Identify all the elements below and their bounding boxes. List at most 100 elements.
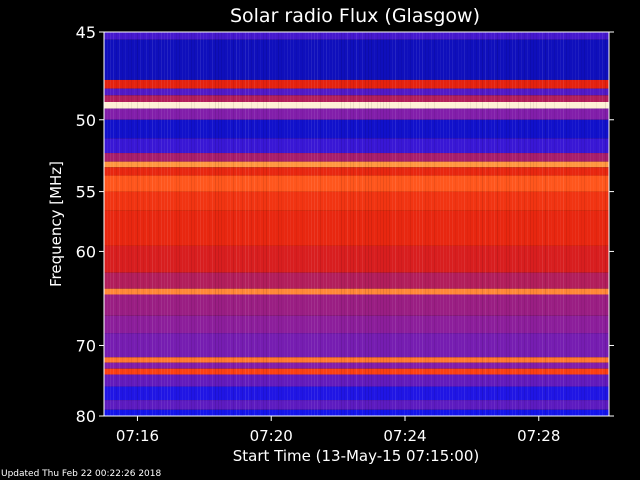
streak bbox=[329, 32, 330, 416]
streak bbox=[482, 32, 483, 416]
streak bbox=[116, 32, 117, 416]
streak bbox=[254, 32, 255, 416]
streak bbox=[140, 32, 141, 416]
streak bbox=[263, 32, 264, 416]
streak bbox=[110, 32, 111, 416]
intensity-band bbox=[104, 272, 609, 289]
streak bbox=[332, 32, 333, 416]
intensity-band bbox=[104, 39, 609, 80]
streak bbox=[407, 32, 408, 416]
streak bbox=[425, 32, 426, 416]
streak bbox=[365, 32, 366, 416]
streak bbox=[209, 32, 210, 416]
streak bbox=[338, 32, 339, 416]
streak bbox=[188, 32, 189, 416]
streak bbox=[356, 32, 357, 416]
streak bbox=[128, 32, 129, 416]
streak bbox=[227, 32, 228, 416]
streak bbox=[203, 32, 204, 416]
streak bbox=[233, 32, 234, 416]
intensity-band bbox=[104, 95, 609, 102]
vertical-streaks bbox=[104, 32, 606, 416]
x-axis-label: Start Time (13-May-15 07:15:00) bbox=[233, 447, 479, 465]
streak bbox=[542, 32, 543, 416]
streak bbox=[485, 32, 486, 416]
intensity-band bbox=[104, 79, 609, 89]
streak bbox=[473, 32, 474, 416]
streak bbox=[173, 32, 174, 416]
streak bbox=[569, 32, 570, 416]
y-tick-label: 80 bbox=[76, 407, 96, 426]
streak bbox=[176, 32, 177, 416]
streak bbox=[359, 32, 360, 416]
streak bbox=[113, 32, 114, 416]
streak bbox=[557, 32, 558, 416]
y-tick-label: 55 bbox=[76, 183, 96, 202]
streak bbox=[455, 32, 456, 416]
streak bbox=[566, 32, 567, 416]
streak bbox=[197, 32, 198, 416]
streak bbox=[386, 32, 387, 416]
y-tick-label: 45 bbox=[76, 23, 96, 42]
streak bbox=[107, 32, 108, 416]
streak bbox=[281, 32, 282, 416]
intensity-band bbox=[104, 88, 609, 96]
streak bbox=[323, 32, 324, 416]
streak bbox=[431, 32, 432, 416]
streak bbox=[512, 32, 513, 416]
streak bbox=[464, 32, 465, 416]
streak bbox=[440, 32, 441, 416]
streak bbox=[146, 32, 147, 416]
streak bbox=[200, 32, 201, 416]
streak bbox=[290, 32, 291, 416]
streak bbox=[218, 32, 219, 416]
intensity-band bbox=[104, 32, 609, 40]
streak bbox=[395, 32, 396, 416]
streak bbox=[458, 32, 459, 416]
streak bbox=[437, 32, 438, 416]
streak bbox=[155, 32, 156, 416]
y-tick-label: 50 bbox=[76, 111, 96, 130]
streak bbox=[164, 32, 165, 416]
streak bbox=[185, 32, 186, 416]
streak bbox=[152, 32, 153, 416]
y-tick-label: 70 bbox=[76, 336, 96, 355]
chart-title: Solar radio Flux (Glasgow) bbox=[230, 5, 480, 27]
streak bbox=[275, 32, 276, 416]
intensity-band bbox=[104, 138, 609, 154]
streak bbox=[161, 32, 162, 416]
streak bbox=[353, 32, 354, 416]
streak bbox=[554, 32, 555, 416]
streak bbox=[191, 32, 192, 416]
streak bbox=[413, 32, 414, 416]
streak bbox=[314, 32, 315, 416]
streak bbox=[287, 32, 288, 416]
streak bbox=[137, 32, 138, 416]
streak bbox=[377, 32, 378, 416]
streak bbox=[416, 32, 417, 416]
streak bbox=[350, 32, 351, 416]
plot-area bbox=[104, 32, 609, 416]
streak bbox=[575, 32, 576, 416]
streak bbox=[539, 32, 540, 416]
intensity-band bbox=[104, 153, 609, 162]
streak bbox=[443, 32, 444, 416]
intensity-band bbox=[104, 374, 609, 387]
intensity-band bbox=[104, 210, 609, 246]
streak bbox=[302, 32, 303, 416]
streak bbox=[476, 32, 477, 416]
streak bbox=[320, 32, 321, 416]
streak bbox=[317, 32, 318, 416]
x-tick-label: 07:20 bbox=[250, 427, 293, 445]
y-axis-label: Frequency [MHz] bbox=[47, 161, 65, 287]
streak bbox=[410, 32, 411, 416]
streak bbox=[368, 32, 369, 416]
streak bbox=[293, 32, 294, 416]
streak bbox=[341, 32, 342, 416]
streak bbox=[599, 32, 600, 416]
streak bbox=[593, 32, 594, 416]
streak bbox=[179, 32, 180, 416]
streak bbox=[506, 32, 507, 416]
intensity-band bbox=[104, 333, 609, 358]
